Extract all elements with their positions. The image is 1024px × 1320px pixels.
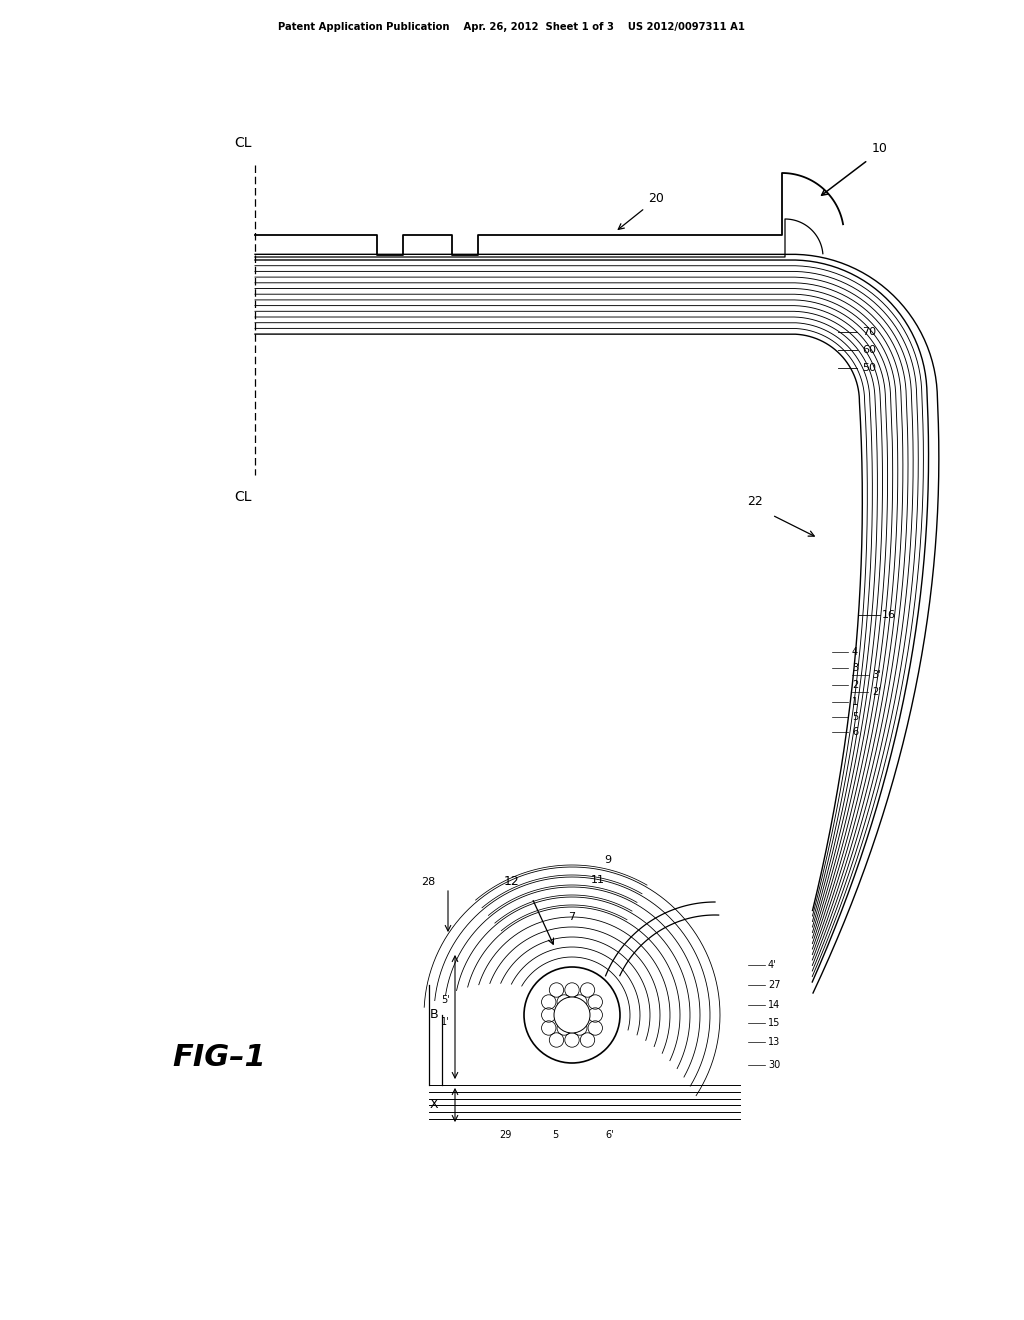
Text: 11: 11 <box>591 875 605 884</box>
Text: 22: 22 <box>748 495 763 508</box>
Text: 1': 1' <box>441 1016 450 1027</box>
Text: 6': 6' <box>605 1130 614 1140</box>
Text: 70: 70 <box>862 327 877 337</box>
Text: CL: CL <box>234 136 252 150</box>
Text: 12: 12 <box>504 875 520 888</box>
Text: 2: 2 <box>852 680 858 690</box>
Text: 20: 20 <box>648 191 664 205</box>
Text: 10: 10 <box>872 143 888 154</box>
Text: Patent Application Publication    Apr. 26, 2012  Sheet 1 of 3    US 2012/0097311: Patent Application Publication Apr. 26, … <box>279 22 745 32</box>
Text: 15: 15 <box>768 1018 780 1028</box>
Circle shape <box>554 997 590 1034</box>
Text: 3': 3' <box>872 671 881 680</box>
Text: 2': 2' <box>872 686 881 697</box>
Text: 4: 4 <box>852 647 858 657</box>
Text: 13: 13 <box>768 1038 780 1047</box>
Text: 9: 9 <box>604 855 611 865</box>
Text: 7: 7 <box>568 912 575 921</box>
Text: 1: 1 <box>852 697 858 708</box>
Text: 5: 5 <box>852 711 858 722</box>
Text: 6: 6 <box>852 727 858 737</box>
Text: 5': 5' <box>441 995 450 1005</box>
Text: 28: 28 <box>421 876 435 887</box>
Text: 4': 4' <box>768 960 776 970</box>
Text: B: B <box>429 1008 438 1022</box>
Text: 30: 30 <box>768 1060 780 1071</box>
Text: 60: 60 <box>862 345 876 355</box>
Text: 50: 50 <box>862 363 876 374</box>
Text: 14: 14 <box>768 1001 780 1010</box>
Text: 3: 3 <box>852 663 858 673</box>
Text: 16: 16 <box>882 610 896 620</box>
Text: FIG–1: FIG–1 <box>172 1044 266 1072</box>
Text: 29: 29 <box>499 1130 511 1140</box>
Text: 5: 5 <box>552 1130 558 1140</box>
Text: CL: CL <box>234 490 252 504</box>
Text: X: X <box>429 1098 438 1111</box>
Text: 27: 27 <box>768 979 780 990</box>
